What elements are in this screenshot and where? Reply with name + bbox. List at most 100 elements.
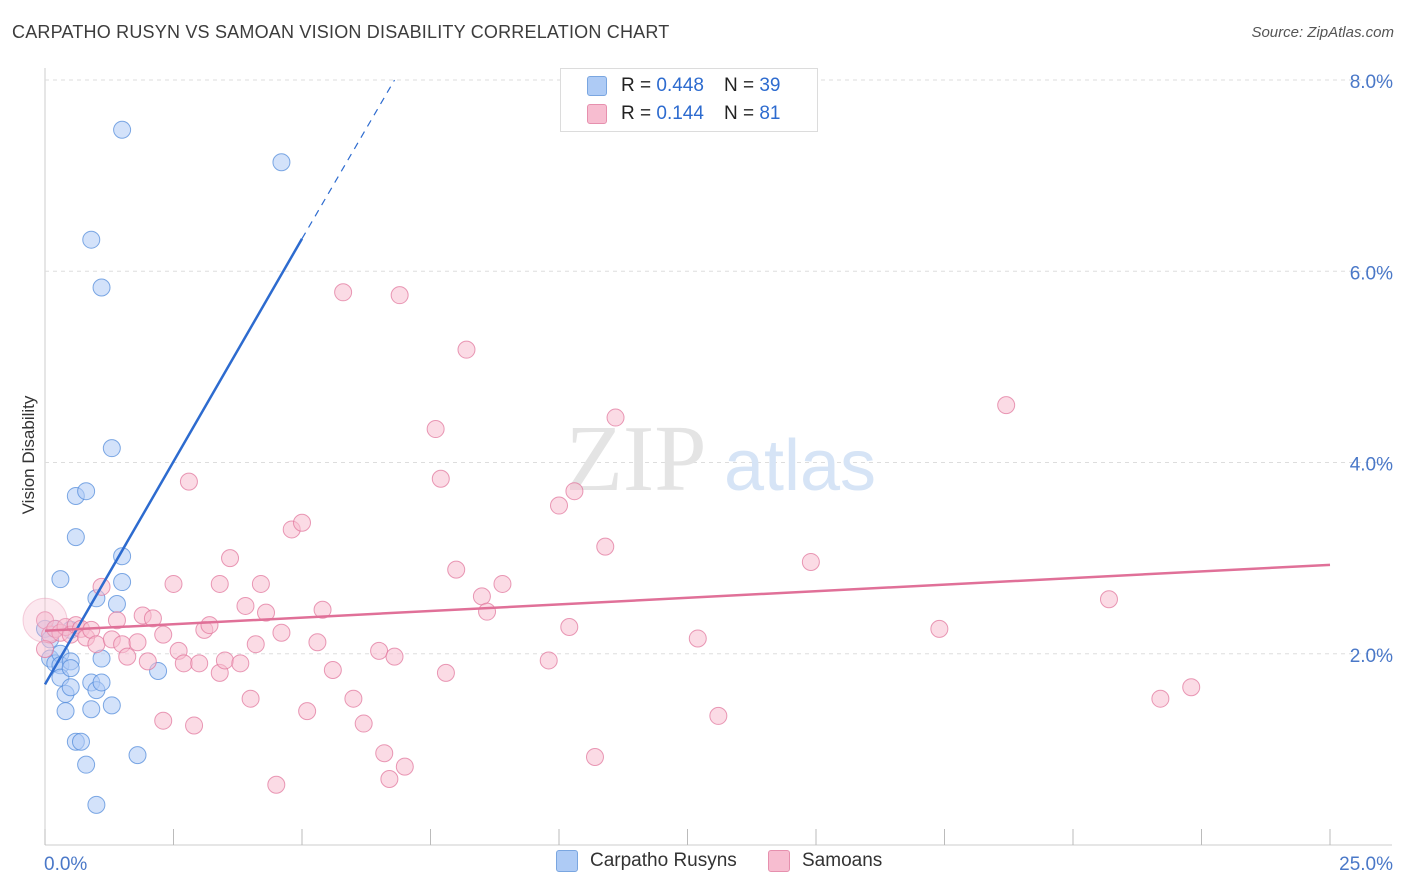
data-point-samoan [395, 757, 414, 776]
bottom-legend-samoan: Samoans [768, 850, 882, 872]
data-point-carpatho [113, 120, 132, 139]
data-point-samoan [267, 775, 286, 794]
data-point-samoan [200, 616, 219, 635]
data-point-carpatho [51, 570, 70, 589]
data-point-samoan [447, 560, 466, 579]
data-point-samoan [36, 639, 54, 658]
data-point-carpatho [107, 595, 126, 614]
legend-r-label: R = [621, 103, 652, 124]
data-point-samoan [185, 716, 204, 735]
data-point-samoan [385, 647, 404, 666]
data-point-samoan [313, 600, 332, 619]
data-point-samoan [143, 609, 162, 628]
data-point-carpatho [87, 795, 106, 814]
data-point-samoan [190, 654, 209, 673]
data-point-samoan [997, 396, 1016, 415]
data-point-carpatho [113, 573, 132, 592]
y-tick-label: 6.0% [1350, 263, 1393, 284]
data-point-samoan [154, 711, 173, 730]
data-point-samoan [344, 689, 363, 708]
data-point-samoan [370, 641, 389, 660]
data-point-carpatho [92, 673, 111, 692]
data-point-samoan [709, 706, 728, 725]
data-point-samoan [246, 635, 265, 654]
regression-lines [43, 79, 1331, 685]
grid [44, 68, 1392, 846]
data-point-carpatho [102, 439, 121, 458]
data-point-samoan [560, 617, 579, 636]
data-point-samoan [257, 603, 276, 622]
data-point-samoan-cluster [22, 597, 68, 643]
y-tick-label: 8.0% [1350, 72, 1393, 93]
data-point-carpatho [82, 230, 101, 249]
data-point-samoan [323, 661, 342, 680]
data-point-samoan [164, 574, 183, 593]
bottom-legend-label-samoan: Samoans [802, 850, 883, 871]
chart-title: CARPATHO RUSYN VS SAMOAN VISION DISABILI… [12, 22, 670, 42]
data-point-samoan [457, 340, 476, 359]
legend-n-label: N = [723, 75, 755, 96]
data-point-samoan [539, 651, 558, 670]
data-point-samoan [606, 408, 625, 427]
data-point-samoan [251, 574, 270, 593]
watermark: ZIP atlas [566, 407, 877, 511]
data-point-samoan [1151, 689, 1170, 708]
legend-n-value-carpatho: 39 [759, 75, 781, 96]
y-tick-label: 2.0% [1350, 646, 1393, 667]
data-point-carpatho [272, 153, 291, 172]
data-point-carpatho [61, 678, 80, 697]
legend-r-value-samoan: 0.144 [656, 103, 704, 124]
legend-row-samoan: R = 0.144 N = 81 [587, 101, 780, 127]
data-point-samoan [1099, 590, 1118, 609]
data-point-samoan [87, 635, 106, 654]
tick-labels: 2.0% 4.0% 6.0% 8.0% 0.0% 25.0% [44, 72, 1393, 875]
data-point-carpatho [56, 702, 75, 721]
data-point-carpatho [128, 746, 147, 765]
data-point-samoan [380, 770, 399, 789]
source-label: Source: ZipAtlas.com [1251, 24, 1394, 41]
data-point-samoan [354, 714, 373, 733]
data-point-carpatho [77, 755, 96, 774]
data-point-samoan [565, 482, 584, 501]
data-point-samoan [472, 587, 491, 606]
legend-swatch-carpatho [587, 76, 607, 96]
x-tick-label: 25.0% [1339, 854, 1393, 875]
watermark-atlas: atlas [724, 426, 876, 506]
data-point-samoan [272, 623, 291, 642]
data-point-samoan [241, 689, 260, 708]
data-point-samoan [390, 286, 409, 305]
data-point-samoan [431, 469, 450, 488]
data-point-carpatho [61, 659, 80, 678]
data-point-samoan [179, 472, 198, 491]
data-point-samoan [128, 633, 147, 652]
bottom-legend-swatch-samoan [768, 850, 790, 872]
data-point-carpatho [92, 278, 111, 297]
data-point-samoan [334, 283, 353, 302]
data-point-samoan [596, 537, 615, 556]
data-point-carpatho [102, 696, 121, 715]
points-layer [22, 120, 1201, 814]
data-point-carpatho [66, 528, 85, 547]
data-point-samoan [930, 619, 949, 638]
legend-r-value-carpatho: 0.448 [656, 75, 704, 96]
data-point-samoan [154, 625, 173, 644]
data-point-samoan [231, 654, 250, 673]
data-point-carpatho [71, 732, 90, 751]
data-point-samoan [1182, 678, 1201, 697]
regression-line-carpatho [43, 238, 304, 685]
y-tick-label: 4.0% [1350, 455, 1393, 476]
regression-line-samoan [44, 563, 1331, 633]
data-point-carpatho [77, 482, 96, 501]
data-point-samoan [215, 651, 234, 670]
data-point-samoan [426, 420, 445, 439]
legend: R = 0.448 N = 39 R = 0.144 N = 81 [560, 68, 818, 132]
data-point-samoan [436, 663, 455, 682]
legend-r-label: R = [621, 75, 652, 96]
bottom-legend-label-carpatho: Carpatho Rusyns [590, 850, 737, 871]
data-point-samoan [210, 574, 229, 593]
legend-n-label: N = [723, 103, 755, 124]
data-point-samoan [107, 611, 126, 630]
data-point-samoan [174, 654, 193, 673]
data-point-samoan [493, 574, 512, 593]
